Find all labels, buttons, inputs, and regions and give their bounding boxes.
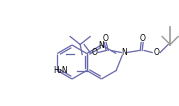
Text: N: N: [121, 48, 127, 57]
Text: O: O: [139, 34, 145, 43]
Text: O: O: [153, 48, 159, 57]
Text: O: O: [102, 34, 108, 43]
Text: H₂N: H₂N: [53, 66, 68, 75]
Text: O: O: [91, 48, 97, 57]
Text: N: N: [99, 40, 104, 50]
